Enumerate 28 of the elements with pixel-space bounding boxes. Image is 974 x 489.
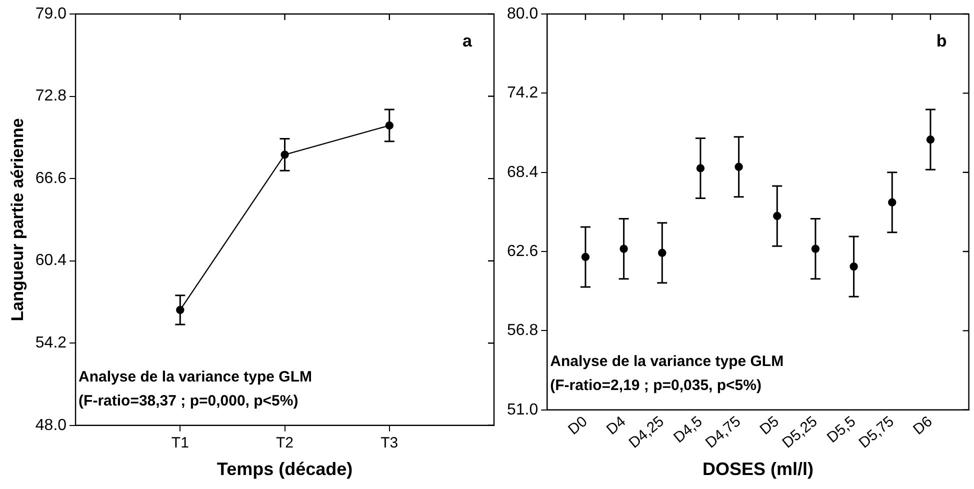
annotation: Analyse de la variance type GLM [78,368,312,386]
y-tick-label: 72.8 [35,88,67,105]
y-tick-label: 62.6 [507,242,538,260]
annotation: a [462,32,473,51]
y-tick-label: 54.2 [35,334,67,352]
y-tick-label: 79.0 [35,5,67,22]
y-tick-label: 68.4 [507,164,538,181]
annotation: Analyse de la variance type GLM [550,353,784,370]
x-axis-title: DOSES (ml/l) [702,459,814,480]
y-tick-label: 60.4 [35,252,67,270]
x-tick-label: D0 [565,412,591,438]
y-tick-label: 66.6 [35,170,67,187]
y-axis-title: Langueur partie aérienne [8,118,27,322]
y-tick-label: 74.2 [507,84,538,102]
x-tick-label: T3 [380,434,398,452]
annotation: (F-ratio=2,19 ; p=0,035, p<5%) [550,377,762,394]
x-tick-label: T2 [276,434,294,452]
annotation: b [936,32,947,51]
x-tick-label: D4 [603,412,630,438]
y-tick-label: 51.0 [507,401,538,418]
x-axis-title: Temps (décade) [216,459,353,480]
x-tick-label: D6 [910,412,936,438]
y-tick-label: 80.0 [507,5,538,22]
y-tick-label: 48.0 [35,416,67,434]
y-tick-label: 56.8 [507,322,538,340]
annotation: (F-ratio=38,37 ; p=0,000, p<5%) [78,392,298,410]
x-tick-label: D5 [756,412,782,438]
x-tick-label: T1 [171,434,189,452]
